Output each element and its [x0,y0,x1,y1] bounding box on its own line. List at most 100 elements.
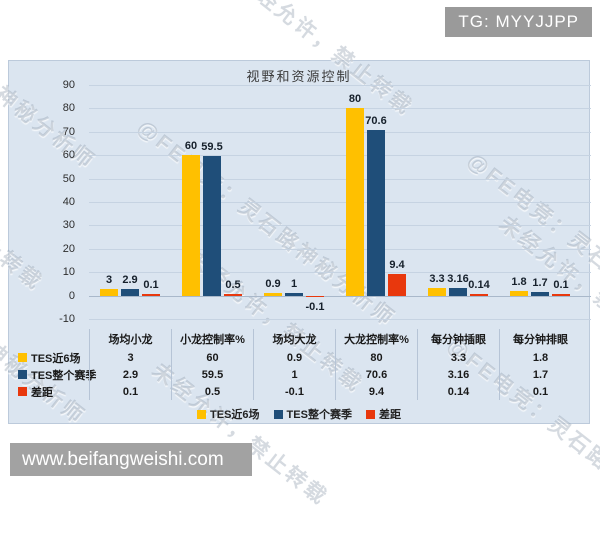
site-url-bar: www.beifangweishi.com [10,443,252,476]
gridline [89,319,591,320]
y-tick-label: 60 [62,149,75,162]
table-corner-cell [9,329,89,349]
bar-diff [470,294,488,296]
bar-value-label: 0.1 [143,279,159,292]
y-tick-label: 30 [62,219,75,232]
bar-season [531,291,549,296]
bar-diff [388,273,406,296]
legend-key-swatch [18,387,27,396]
table-row-label: 差距 [9,383,89,400]
table-header-row: 场均小龙 小龙控制率% 场均大龙 大龙控制率% 每分钟插眼 每分钟排眼 [9,329,581,349]
tg-badge: TG: MYYJJPP [445,7,592,37]
chart-title: 视野和资源控制 [246,69,352,84]
bar-value-label: -0.1 [305,301,325,314]
bar-diff [224,294,242,296]
legend-key-swatch [273,409,283,419]
bar-value-label: 3.16 [447,273,469,286]
y-tick-label: 90 [62,79,75,91]
y-tick-label: -10 [59,313,75,325]
y-tick-label: 50 [62,172,75,185]
bar-value-label: 9.4 [389,258,405,271]
bar-diff [306,295,324,298]
bar-value-label: 1 [290,278,298,291]
table-column-header: 每分钟插眼 [417,329,499,349]
bar-recent [428,287,446,296]
y-tick-label: 10 [62,266,75,279]
bar-season [121,288,139,296]
table-column-header: 小龙控制率% [171,329,253,349]
chart-data-table: 场均小龙 小龙控制率% 场均大龙 大龙控制率% 每分钟插眼 每分钟排眼 TES近6场 3 60 0… [9,329,581,400]
y-tick-label: 80 [62,102,75,115]
bar-chart-plot: 3 2.9 0.1 60 59.5 0.5 0.9 1 -0.1 80 70.6 9.4 3.3 3.16… [89,85,591,320]
table-value-cell: 0.5 [171,383,253,400]
table-value-cell: 0.9 [253,349,335,366]
y-tick-label: 0 [68,289,75,302]
table-value-cell: 1.7 [499,366,581,383]
table-value-cell: 1 [253,366,335,383]
legend-item: 差距 [365,406,401,422]
gridline [89,108,591,110]
table-value-cell: 9.4 [335,383,417,400]
bar-diff [142,294,160,296]
legend-item: TES整个赛季 [273,406,352,422]
gridline [89,225,591,227]
table-value-cell: 1.8 [499,349,581,366]
bar-season [367,130,385,296]
y-tick-label: 20 [62,242,75,255]
table-column-header: 场均大龙 [253,329,335,349]
legend-key-swatch [197,409,207,419]
y-axis: 90 80 70 60 50 40 30 20 10 0 -10 [9,79,83,325]
bar-season [285,293,303,296]
gridline [89,295,591,297]
gridline [89,155,591,157]
bar-recent [182,155,200,296]
table-value-cell: 0.1 [499,383,581,400]
gridline [89,178,591,180]
gridline [89,202,591,203]
bar-value-label: 0.5 [225,279,241,292]
bar-recent [346,108,364,296]
bar-value-label: 3.3 [429,272,445,285]
table-value-cell: 80 [335,349,417,366]
chart-panel: 视野和资源控制 90 80 70 60 50 40 30 20 10 0 -10 3 2.9 0.1 60… [8,60,591,424]
table-row-label: TES近6场 [9,349,89,366]
bar-value-label: 70.6 [365,115,387,128]
table-value-cell: 0.14 [417,383,499,400]
table-value-cell: 59.5 [171,366,253,383]
gridline [89,272,591,274]
table-value-cell: 60 [171,349,253,366]
bar-recent [264,293,282,296]
bar-diff [552,294,570,296]
gridline [89,131,591,133]
bar-value-label: 0.1 [553,279,569,292]
y-tick-label: 40 [62,196,75,208]
legend-key-swatch [18,370,27,379]
legend-key-swatch [365,409,375,419]
bar-value-label: 2.9 [122,273,138,286]
gridline [89,85,591,86]
table-value-cell: 3.16 [417,366,499,383]
bar-value-label: 60 [184,140,198,153]
table-value-cell: 70.6 [335,366,417,383]
table-value-cell: -0.1 [253,383,335,400]
table-column-header: 场均小龙 [89,329,171,349]
table-value-cell: 0.1 [89,383,171,400]
bar-value-label: 0.14 [468,279,490,292]
bar-value-label: 1.7 [532,276,548,289]
table-row: TES整个赛季 2.9 59.5 1 70.6 3.16 1.7 [9,366,581,383]
bar-value-label: 59.5 [201,141,223,154]
y-tick-label: 70 [62,125,75,138]
table-column-header: 大龙控制率% [335,329,417,349]
bar-value-label: 0.9 [265,278,281,291]
bar-season [449,288,467,296]
table-row-label: TES整个赛季 [9,366,96,383]
bar-value-label: 3 [105,273,113,286]
table-row: 差距 0.1 0.5 -0.1 9.4 0.14 0.1 [9,383,581,400]
table-row: TES近6场 3 60 0.9 80 3.3 1.8 [9,349,581,366]
table-value-cell: 2.9 [89,366,171,383]
legend-key-swatch [18,353,27,362]
table-column-header: 每分钟排眼 [499,329,581,349]
table-value-cell: 3.3 [417,349,499,366]
chart-legend: TES近6场 TES整个赛季 差距 [9,406,589,422]
bar-value-label: 1.8 [511,276,527,289]
